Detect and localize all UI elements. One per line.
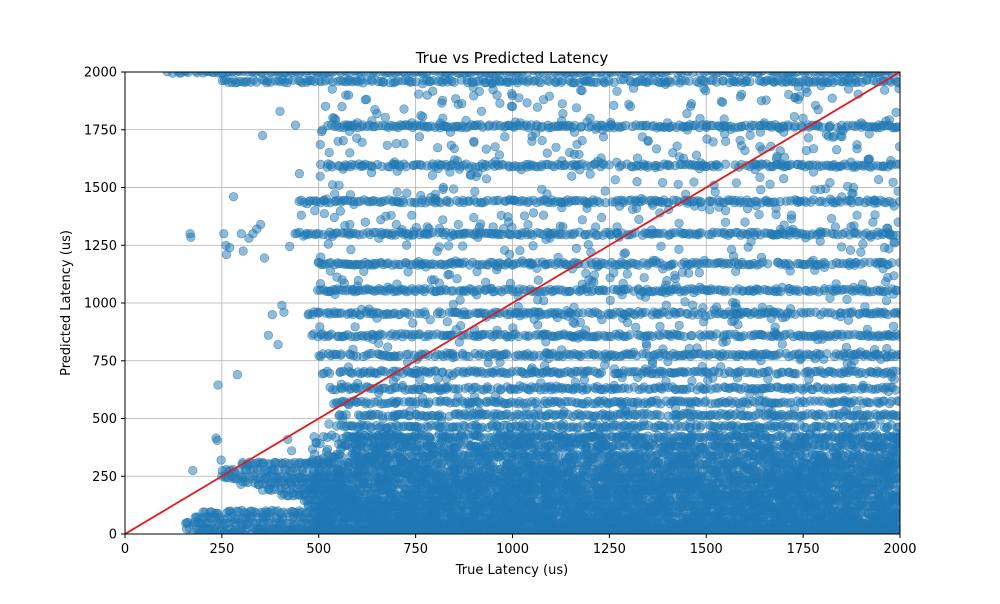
scatter-point [698,421,707,430]
scatter-point [721,160,730,169]
scatter-point [888,259,897,268]
scatter-point [685,77,694,86]
scatter-point [532,398,541,407]
scatter-point [438,309,447,318]
scatter-point [405,310,414,319]
scatter-point [688,331,697,340]
scatter-point [626,331,635,340]
scatter-point [792,370,801,379]
scatter-point [764,367,773,376]
chart-title: True vs Predicted Latency [415,49,609,67]
scatter-point [325,369,334,378]
scatter-point [746,77,755,86]
scatter-point [697,229,706,238]
scatter-point [656,411,665,420]
scatter-point [337,350,346,359]
scatter-point [763,260,772,269]
